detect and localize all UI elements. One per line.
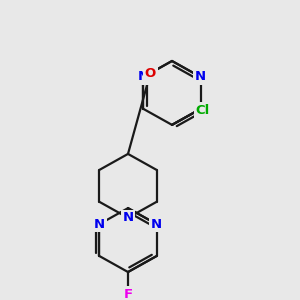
Text: F: F	[123, 288, 133, 300]
Text: N: N	[138, 70, 149, 83]
Text: N: N	[122, 211, 134, 224]
Text: N: N	[195, 70, 206, 83]
Text: Cl: Cl	[196, 104, 210, 117]
Text: N: N	[94, 218, 105, 231]
Text: N: N	[151, 218, 162, 231]
Text: O: O	[145, 67, 156, 80]
